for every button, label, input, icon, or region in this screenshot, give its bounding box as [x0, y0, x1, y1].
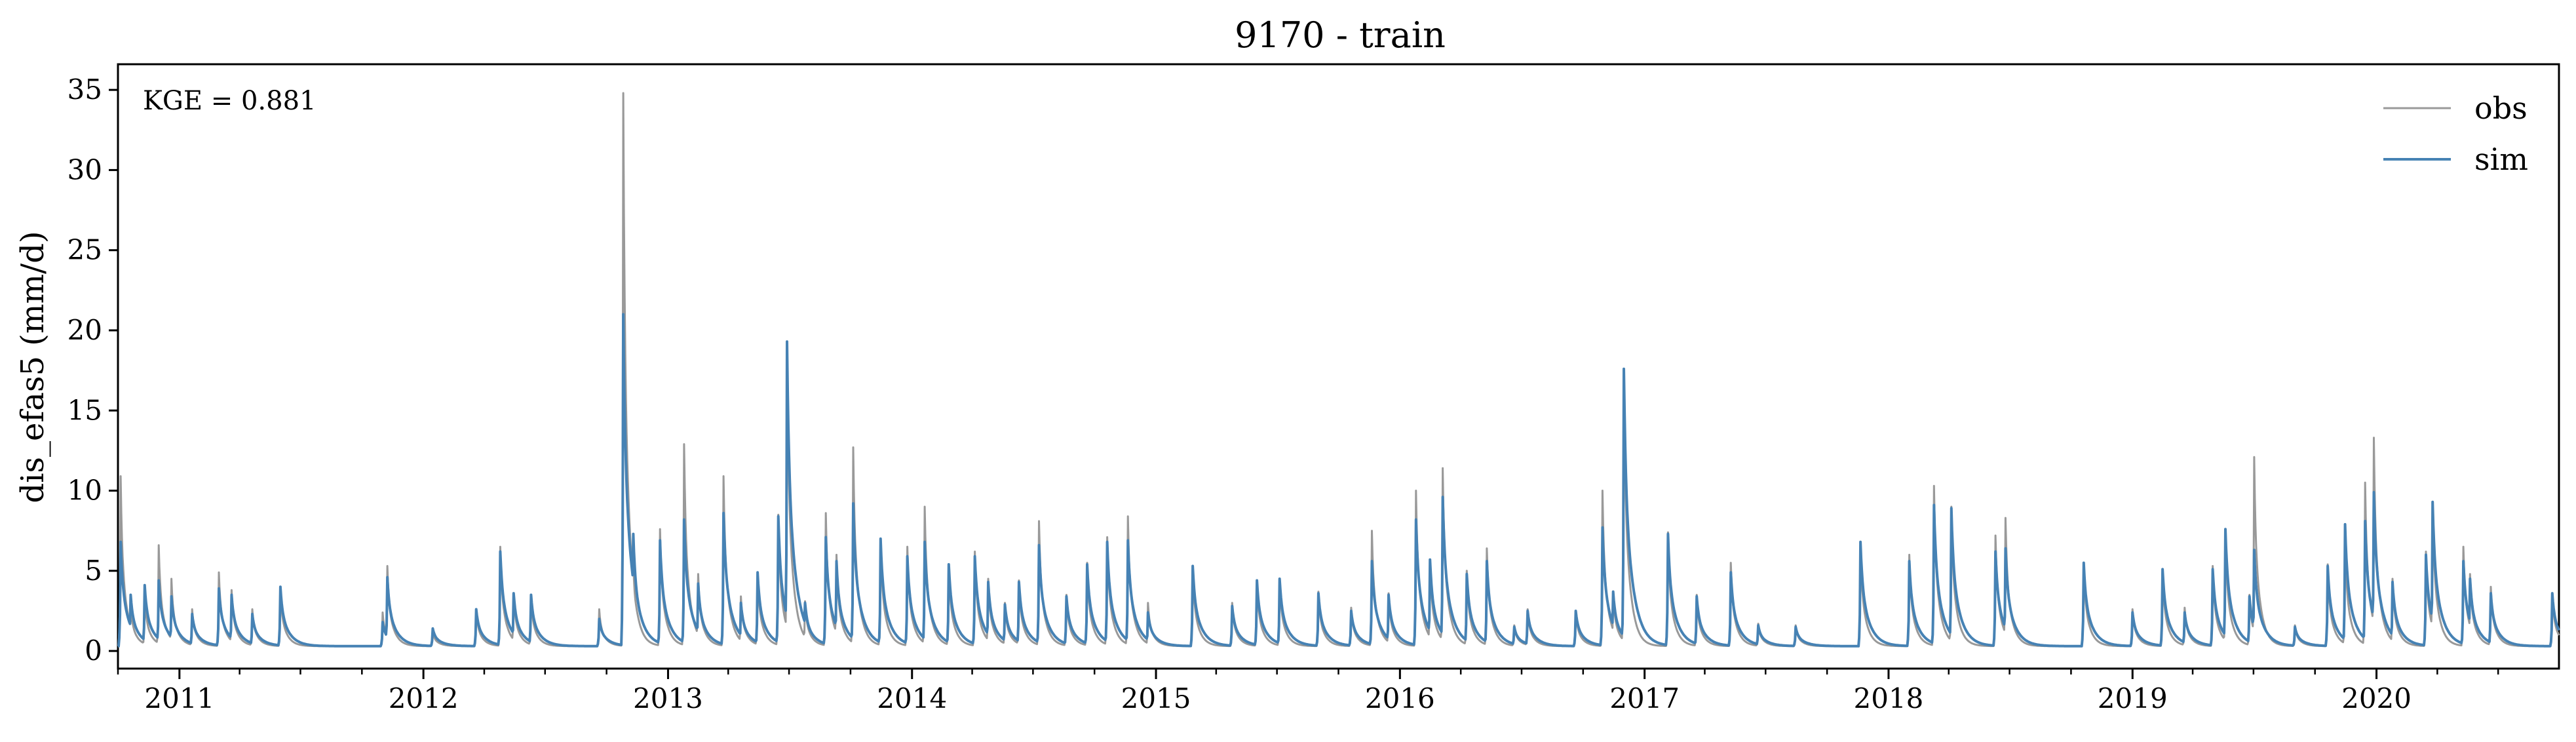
- x-tick-label: 2011: [144, 682, 214, 714]
- plot-frame: [117, 63, 2560, 670]
- legend-label-obs: obs: [2474, 90, 2528, 126]
- x-tick-label: 2017: [1609, 682, 1680, 714]
- y-tick-label: 20: [67, 314, 102, 346]
- series-line-sim: [117, 313, 2560, 648]
- x-tick-label: 2013: [633, 682, 703, 714]
- x-axis: 2011 2012 2013 2014 2015 2016 2017 2018 2019 2020: [117, 669, 2499, 714]
- legend-label-sim: sim: [2474, 142, 2528, 177]
- kge-annotation: KGE = 0.881: [143, 86, 317, 116]
- series-line-obs: [117, 92, 2560, 648]
- x-tick-label: 2020: [2341, 682, 2412, 714]
- y-tick-label: 35: [67, 73, 102, 106]
- y-tick-label: 5: [85, 555, 102, 587]
- x-tick-label: 2015: [1121, 682, 1191, 714]
- y-tick-label: 30: [67, 153, 102, 186]
- x-tick-label: 2018: [1854, 682, 1924, 714]
- y-axis-title: dis_efas5 (mm/d): [14, 231, 51, 503]
- y-tick-label: 0: [85, 635, 102, 667]
- y-tick-label: 15: [67, 394, 102, 426]
- series-lines: [117, 92, 2560, 648]
- chart-title: 9170 - train: [1235, 14, 1446, 56]
- y-tick-label: 25: [67, 234, 102, 266]
- legend: obs sim: [2383, 90, 2528, 177]
- x-tick-label: 2019: [2098, 682, 2168, 714]
- x-tick-label: 2012: [389, 682, 459, 714]
- x-tick-label: 2016: [1365, 682, 1435, 714]
- x-tick-label: 2014: [877, 682, 947, 714]
- y-axis: 0 5 10 15 20 25 30 35: [67, 73, 118, 667]
- y-tick-label: 10: [67, 475, 102, 507]
